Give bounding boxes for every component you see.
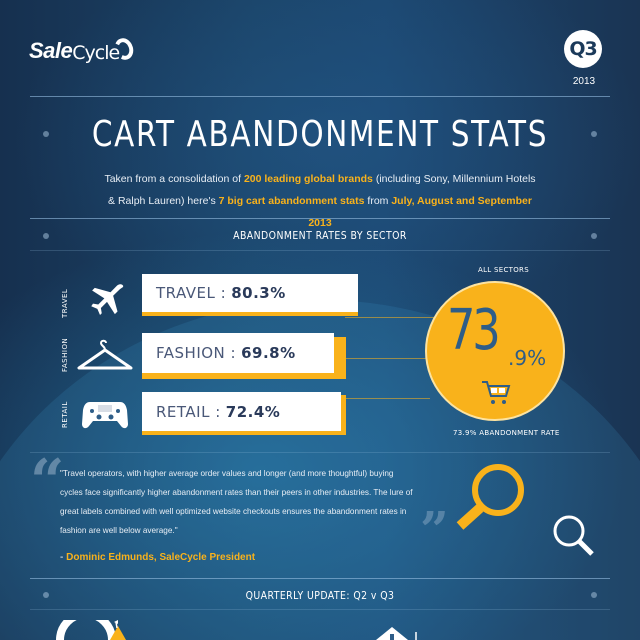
side-label-retail: RETAIL: [61, 401, 69, 428]
page-title: CART ABANDONMENT STATS: [91, 114, 549, 155]
shopping-cart-icon: [482, 381, 511, 404]
logo-light-text: Cycle: [72, 42, 120, 64]
intro-highlight: 7 big cart abandonment stats: [218, 195, 365, 207]
quarter-badge: Q3: [564, 30, 602, 68]
gamepad-icon: [82, 402, 128, 429]
airplane-icon: [91, 284, 124, 315]
connector-line: [345, 317, 435, 318]
divider-dot: [591, 233, 597, 239]
salecycle-logo[interactable]: Sale Cycle: [29, 35, 137, 64]
intro-part: (including Sony, Millennium Hotels & Ral…: [108, 173, 536, 207]
intro-part: Taken from a consolidation of: [104, 173, 244, 185]
all-sectors-circle: [425, 281, 565, 421]
intro-text: Taken from a consolidation of 200 leadin…: [100, 168, 540, 234]
quote-close-icon: ”: [420, 500, 449, 559]
fashion-bar: FASHION :69.8%: [142, 333, 334, 373]
all-sectors-number: 73: [447, 298, 501, 363]
all-sectors-decimal: .9%: [508, 346, 547, 370]
quote-open-icon: “: [30, 447, 65, 517]
intro-part: from: [364, 195, 392, 207]
quote-author: - Dominic Edmunds, SaleCycle President: [60, 552, 255, 563]
divider: [30, 609, 610, 610]
divider: [30, 96, 610, 97]
logo-bold-text: Sale: [29, 38, 73, 63]
connector-line: [346, 398, 430, 399]
quote-author-name: Dominic Edmunds, SaleCycle President: [66, 552, 256, 563]
side-label-fashion: FASHION: [61, 337, 69, 372]
bar-value: 72.4%: [225, 402, 281, 421]
bar-label: FASHION :: [156, 344, 237, 362]
magnifier-small-icon: [553, 515, 594, 556]
bar-label: RETAIL :: [156, 402, 221, 421]
divider: [30, 250, 610, 251]
divider-dot: [43, 131, 49, 137]
divider: [30, 218, 610, 219]
house-icon: [376, 627, 417, 640]
connector-line: [346, 358, 430, 359]
quote-dash: -: [60, 552, 67, 563]
divider-dot: [43, 233, 49, 239]
side-label-travel: TRAVEL: [61, 288, 69, 318]
divider-dot: [43, 592, 49, 598]
bar-label: TRAVEL :: [156, 284, 227, 302]
divider: [30, 452, 610, 453]
bar-value: 69.8%: [241, 344, 296, 362]
magnifier-large-icon: [456, 464, 524, 530]
retail-bar: RETAIL :72.4%: [142, 392, 341, 431]
hanger-icon: [77, 339, 133, 370]
intro-highlight: 200 leading global brands: [243, 173, 373, 185]
travel-bar: TRAVEL :80.3%: [142, 274, 358, 312]
quarterly-section-title: QUARTERLY UPDATE: Q2 v Q3: [245, 589, 395, 602]
bar-value: 80.3%: [231, 284, 286, 302]
divider-dot: [591, 131, 597, 137]
divider: [30, 578, 610, 579]
abandonment-rate-caption: 73.9% ABANDONMENT RATE: [453, 429, 560, 437]
intro-highlight: July, August and September 2013: [308, 195, 532, 229]
divider-dot: [591, 592, 597, 598]
quote-text: "Travel operators, with higher average o…: [60, 469, 413, 535]
all-sectors-label: ALL SECTORS: [478, 266, 529, 274]
sector-section-title: ABANDONMENT RATES BY SECTOR: [233, 229, 407, 242]
target-icon: [56, 620, 126, 640]
quarter-year: 2013: [572, 76, 596, 87]
